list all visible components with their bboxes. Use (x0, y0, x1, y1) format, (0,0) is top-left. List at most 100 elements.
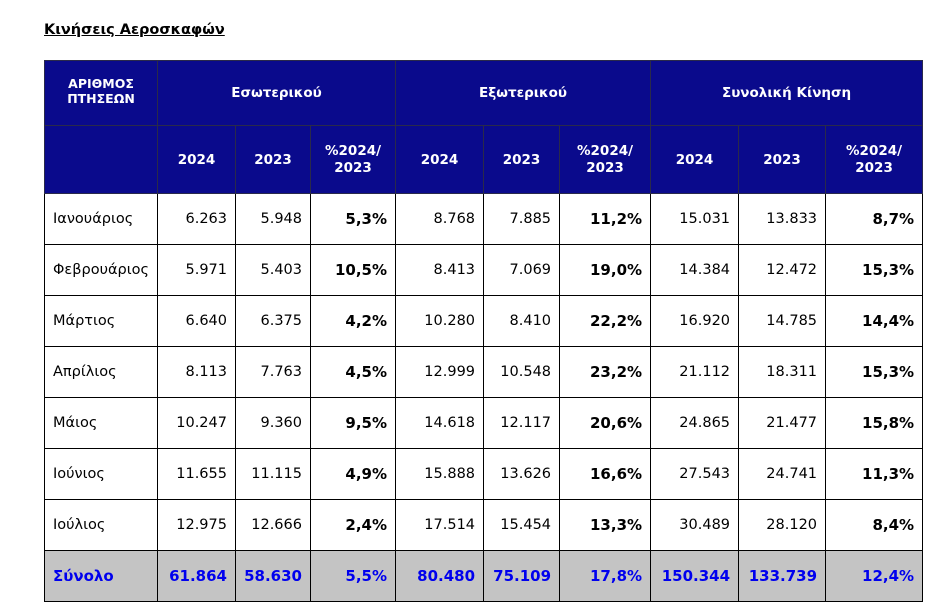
cell-domestic-2024: 11.655 (157, 448, 236, 500)
cell-total-pct: 15,8% (825, 397, 924, 449)
table-row: Ιανουάριος 6.263 5.948 5,3% 8.768 7.885 11,2% 1… (44, 193, 924, 245)
cell-total-2024: 16.920 (650, 295, 740, 347)
cell-domestic-2024: 5.971 (157, 244, 236, 296)
cell-intl-pct: 11,2% (559, 193, 652, 245)
cell-domestic-2024: 8.113 (157, 346, 236, 398)
cell-domestic-2023: 58.630 (235, 550, 311, 602)
cell-domestic-pct: 10,5% (309, 244, 397, 296)
group-header-international: Εξωτερικού (395, 60, 652, 126)
cell-domestic-2023: 11.115 (235, 448, 311, 500)
table-row: Ιούλιος 12.975 12.666 2,4% 17.514 15.454 13,3%… (44, 499, 924, 551)
cell-total-pct: 15,3% (825, 244, 924, 296)
row-label: Μάρτιος (44, 295, 158, 347)
cell-intl-2024: 12.999 (395, 346, 485, 398)
corner-header: ΑΡΙΘΜΟΣ ΠΤΗΣΕΩΝ (44, 60, 158, 126)
cell-total-2023: 133.739 (738, 550, 827, 602)
sub-header-pct: %2024/ 2023 (825, 125, 924, 194)
row-label: Μάιος (44, 397, 158, 449)
cell-intl-2024: 15.888 (395, 448, 485, 500)
cell-intl-2023: 12.117 (483, 397, 561, 449)
cell-intl-2024: 14.618 (395, 397, 485, 449)
cell-intl-2023: 10.548 (483, 346, 561, 398)
cell-domestic-2023: 7.763 (235, 346, 311, 398)
cell-total-2024: 24.865 (650, 397, 740, 449)
row-label: Φεβρουάριος (44, 244, 158, 296)
sub-header-2024: 2024 (157, 125, 236, 194)
cell-intl-2024: 17.514 (395, 499, 485, 551)
cell-intl-2023: 7.069 (483, 244, 561, 296)
cell-domestic-2024: 10.247 (157, 397, 236, 449)
cell-total-2024: 150.344 (650, 550, 740, 602)
cell-domestic-2024: 12.975 (157, 499, 236, 551)
empty-header-cell (44, 125, 158, 194)
cell-domestic-2023: 12.666 (235, 499, 311, 551)
cell-total-2023: 21.477 (738, 397, 827, 449)
cell-domestic-pct: 2,4% (309, 499, 397, 551)
cell-intl-2023: 75.109 (483, 550, 561, 602)
sub-header-pct: %2024/ 2023 (559, 125, 652, 194)
cell-intl-pct: 22,2% (559, 295, 652, 347)
cell-intl-pct: 17,8% (559, 550, 652, 602)
cell-total-pct: 14,4% (825, 295, 924, 347)
cell-domestic-pct: 4,2% (309, 295, 397, 347)
table-row: Μάιος 10.247 9.360 9,5% 14.618 12.117 20,6% 24.… (44, 397, 924, 449)
cell-domestic-2023: 5.948 (235, 193, 311, 245)
cell-domestic-2023: 5.403 (235, 244, 311, 296)
row-label: Ιούνιος (44, 448, 158, 500)
cell-total-2023: 12.472 (738, 244, 827, 296)
cell-intl-2023: 7.885 (483, 193, 561, 245)
cell-total-2023: 13.833 (738, 193, 827, 245)
sub-header-2023: 2023 (235, 125, 311, 194)
cell-total-2024: 14.384 (650, 244, 740, 296)
cell-total-2024: 21.112 (650, 346, 740, 398)
cell-intl-2024: 8.768 (395, 193, 485, 245)
cell-intl-2023: 15.454 (483, 499, 561, 551)
cell-domestic-pct: 5,3% (309, 193, 397, 245)
cell-total-pct: 12,4% (825, 550, 924, 602)
cell-total-2023: 24.741 (738, 448, 827, 500)
cell-domestic-pct: 4,9% (309, 448, 397, 500)
total-row: Σύνολο 61.864 58.630 5,5% 80.480 75.109 17,8% 1… (44, 550, 924, 602)
cell-intl-pct: 13,3% (559, 499, 652, 551)
cell-total-pct: 15,3% (825, 346, 924, 398)
cell-domestic-pct: 5,5% (309, 550, 397, 602)
cell-intl-2023: 13.626 (483, 448, 561, 500)
cell-domestic-2023: 6.375 (235, 295, 311, 347)
row-label: Ιανουάριος (44, 193, 158, 245)
cell-intl-2024: 8.413 (395, 244, 485, 296)
table-row: Φεβρουάριος 5.971 5.403 10,5% 8.413 7.069 19,0… (44, 244, 924, 296)
cell-total-pct: 8,7% (825, 193, 924, 245)
cell-total-2024: 15.031 (650, 193, 740, 245)
sub-header-2023: 2023 (483, 125, 561, 194)
table-body: Ιανουάριος 6.263 5.948 5,3% 8.768 7.885 11,2% 1… (44, 193, 924, 602)
cell-intl-pct: 16,6% (559, 448, 652, 500)
sub-header-2024: 2024 (650, 125, 740, 194)
page-title: Κινήσεις Αεροσκαφών (44, 22, 225, 38)
cell-total-2023: 18.311 (738, 346, 827, 398)
group-header-domestic: Εσωτερικού (156, 60, 397, 126)
cell-total-2023: 14.785 (738, 295, 827, 347)
row-label: Ιούλιος (44, 499, 158, 551)
cell-intl-2023: 8.410 (483, 295, 561, 347)
cell-total-pct: 8,4% (825, 499, 924, 551)
cell-total-2023: 28.120 (738, 499, 827, 551)
table-row: Ιούνιος 11.655 11.115 4,9% 15.888 13.626 16,6%… (44, 448, 924, 500)
cell-domestic-2024: 61.864 (157, 550, 236, 602)
table-row: Απρίλιος 8.113 7.763 4,5% 12.999 10.548 23,2% 2… (44, 346, 924, 398)
cell-intl-2024: 80.480 (395, 550, 485, 602)
flights-table: ΑΡΙΘΜΟΣ ΠΤΗΣΕΩΝ Εσωτερικού Εξωτερικού Συ… (44, 60, 924, 602)
sub-header-2023: 2023 (738, 125, 827, 194)
cell-domestic-pct: 9,5% (309, 397, 397, 449)
cell-total-2024: 27.543 (650, 448, 740, 500)
cell-domestic-2023: 9.360 (235, 397, 311, 449)
sub-header-pct: %2024/ 2023 (309, 125, 397, 194)
cell-domestic-2024: 6.640 (157, 295, 236, 347)
table-row: Μάρτιος 6.640 6.375 4,2% 10.280 8.410 22,2% 16.… (44, 295, 924, 347)
cell-domestic-pct: 4,5% (309, 346, 397, 398)
cell-intl-pct: 19,0% (559, 244, 652, 296)
cell-total-pct: 11,3% (825, 448, 924, 500)
sub-header-2024: 2024 (395, 125, 485, 194)
row-label: Απρίλιος (44, 346, 158, 398)
group-header-total: Συνολική Κίνηση (650, 60, 924, 126)
row-label: Σύνολο (44, 550, 158, 602)
